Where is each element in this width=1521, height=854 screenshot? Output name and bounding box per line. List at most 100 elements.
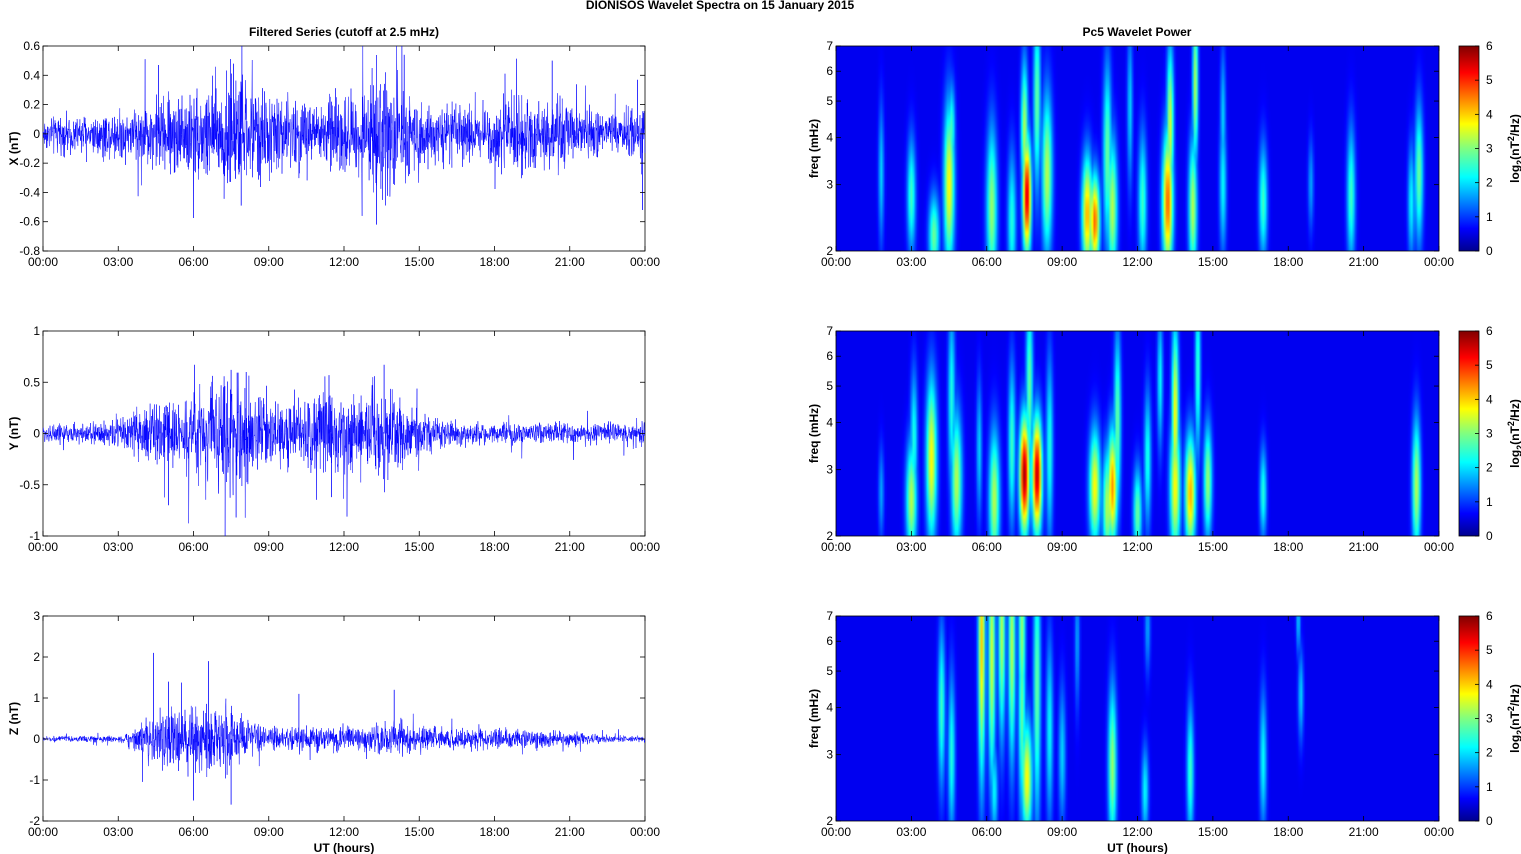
x-tick-label: 15:00: [1198, 540, 1228, 554]
x-tick-label: 12:00: [1122, 255, 1152, 269]
colorbar-label-end: /Hz): [1508, 114, 1521, 136]
y-tick-label: 6: [826, 634, 833, 648]
x-tick-label: 15:00: [1198, 825, 1228, 839]
x-tick-label: 18:00: [479, 825, 509, 839]
colorbar-label-sup: 2: [1506, 136, 1516, 141]
y-tick-label: 0.5: [23, 375, 40, 389]
y-tick-label: -0.5: [19, 478, 40, 492]
x-tick-label: 00:00: [821, 540, 851, 554]
x-tick-label: 15:00: [404, 255, 434, 269]
x-tick-label: 03:00: [103, 825, 133, 839]
x-tick-label: 21:00: [1349, 540, 1379, 554]
colorbar-label-mid: (nT: [1508, 711, 1521, 730]
colorbar-tick-label: 2: [1486, 176, 1493, 190]
x-tick-label: 03:00: [896, 540, 926, 554]
colorbar: 0123456log2(nT2/Hz): [1458, 39, 1521, 258]
colorbar-label: log2(nT2/Hz): [1506, 399, 1521, 468]
colorbar-label: log2(nT2/Hz): [1506, 114, 1521, 183]
colorbar: 0123456log2(nT2/Hz): [1458, 609, 1521, 828]
colorbar: 0123456log2(nT2/Hz): [1458, 324, 1521, 543]
y-tick-label: 2: [826, 814, 833, 828]
x-tick-label: 09:00: [1047, 825, 1077, 839]
x-tick-label: 09:00: [1047, 255, 1077, 269]
y-axis-label: freq (mHz): [807, 689, 821, 748]
x-tick-label: 09:00: [254, 540, 284, 554]
colorbar-label-mid: (nT: [1508, 141, 1521, 160]
y-tick-label: -0.8: [19, 244, 40, 258]
colorbar-label-end: /Hz): [1508, 684, 1521, 706]
x-tick-label: 00:00: [630, 825, 660, 839]
y-tick-label: 3: [33, 609, 40, 623]
y-tick-label: -0.2: [19, 156, 40, 170]
wavelet-power-image: [836, 331, 1439, 536]
x-tick-label: 21:00: [555, 255, 585, 269]
y-tick-label: 1: [33, 324, 40, 338]
x-tick-label: 06:00: [972, 255, 1002, 269]
colorbar-tick-label: 2: [1486, 746, 1493, 760]
y-tick-label: 3: [826, 463, 833, 477]
x-tick-label: 00:00: [1424, 825, 1454, 839]
colorbar-tick-label: 1: [1486, 210, 1493, 224]
line-panel-1: -0.8 -0.6 -0.4 -0.2 0 0.2 0.4 0.6 00:00 03:00 06:0…: [7, 39, 660, 269]
x-tick-label: 12:00: [1122, 825, 1152, 839]
y-tick-label: -1: [29, 529, 40, 543]
colorbar-label-sup: 2: [1506, 421, 1516, 426]
colorbar-tick-label: 4: [1486, 107, 1493, 121]
y-tick-label: 0.6: [23, 39, 40, 53]
y-tick-label: -1: [29, 773, 40, 787]
y-tick-label: 4: [826, 416, 833, 430]
colorbar-label-base: log: [1508, 735, 1521, 753]
y-tick-label: 4: [826, 701, 833, 715]
x-tick-label: 03:00: [103, 540, 133, 554]
x-tick-label: 09:00: [1047, 540, 1077, 554]
x-tick-label: 06:00: [178, 540, 208, 554]
y-tick-label: 1: [33, 691, 40, 705]
y-tick-label: 0.4: [23, 68, 40, 82]
x-tick-label: 15:00: [1198, 255, 1228, 269]
x-tick-label: 00:00: [630, 255, 660, 269]
colorbar-tick-label: 0: [1486, 814, 1493, 828]
colorbar-tick-label: 3: [1486, 427, 1493, 441]
wavelet-panel-1: 2 3 4 5 6 7 00:00 03:00 06:00 09:00 12:00 15:00 18:0…: [807, 39, 1521, 269]
y-tick-label: 3: [826, 748, 833, 762]
colorbar-label-sub: 2: [1515, 160, 1521, 165]
x-tick-label: 09:00: [254, 825, 284, 839]
x-tick-label: 00:00: [1424, 540, 1454, 554]
x-tick-label: 00:00: [28, 255, 58, 269]
y-tick-label: 7: [826, 324, 833, 338]
wavelet-panel-2: 2 3 4 5 6 7 00:00 03:00 06:00 09:00 12:00 15:00 18:0…: [807, 324, 1521, 554]
colorbar-tick-label: 0: [1486, 529, 1493, 543]
colorbar-label-base: log: [1508, 165, 1521, 183]
x-tick-label: 06:00: [178, 825, 208, 839]
colorbar-label-base: log: [1508, 450, 1521, 468]
x-tick-label: 03:00: [103, 255, 133, 269]
y-tick-label: 2: [826, 244, 833, 258]
colorbar-tick-label: 5: [1486, 643, 1493, 657]
plot-area: [42, 45, 646, 252]
colorbar-tick-label: 1: [1486, 495, 1493, 509]
y-tick-label: 5: [826, 94, 833, 108]
x-tick-label: 06:00: [972, 540, 1002, 554]
x-tick-label: 12:00: [329, 540, 359, 554]
y-axis-label: X (nT): [7, 132, 21, 166]
x-tick-label: 18:00: [479, 255, 509, 269]
colorbar-tick-label: 2: [1486, 461, 1493, 475]
wavelet-panel-3: 2 3 4 5 6 7 00:00 03:00 06:00 09:00 12:00 15:00 18:0…: [807, 609, 1521, 854]
y-axis-label: freq (mHz): [807, 119, 821, 178]
x-tick-label: 18:00: [479, 540, 509, 554]
x-tick-label: 06:00: [972, 825, 1002, 839]
x-tick-label: 00:00: [1424, 255, 1454, 269]
figure-suptitle: DIONISOS Wavelet Spectra on 15 January 2…: [586, 0, 855, 12]
x-tick-label: 18:00: [1273, 540, 1303, 554]
x-tick-label: 18:00: [1273, 825, 1303, 839]
wavelet-power-image: [836, 616, 1439, 821]
colorbar-tick-label: 4: [1486, 392, 1493, 406]
signal-line: [42, 682, 646, 782]
y-tick-label: -2: [29, 814, 40, 828]
colorbar-tick-label: 0: [1486, 244, 1493, 258]
colorbar-label-sub: 2: [1515, 445, 1521, 450]
x-tick-label: 03:00: [896, 825, 926, 839]
y-tick-label: -0.4: [19, 185, 40, 199]
y-tick-label: 0: [33, 427, 40, 441]
